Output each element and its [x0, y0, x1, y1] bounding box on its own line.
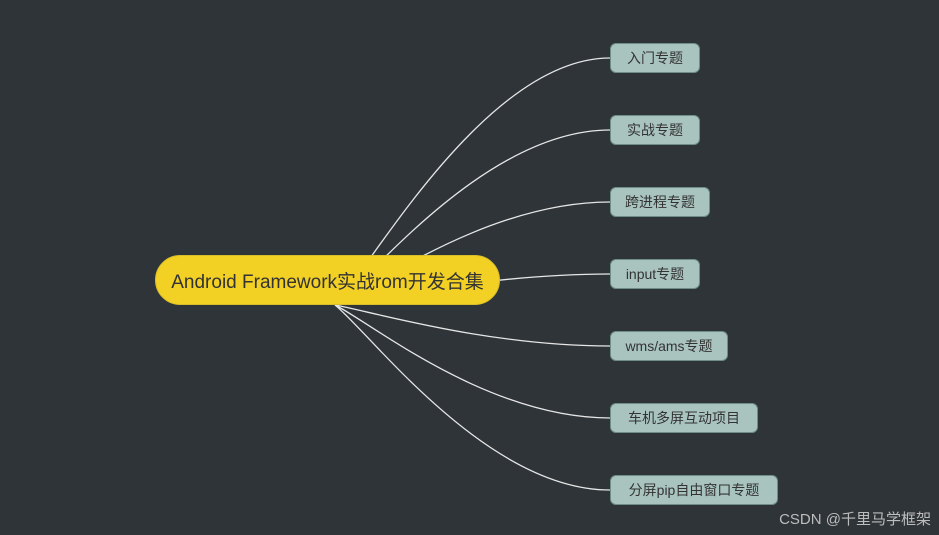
child-node-label: 分屏pip自由窗口专题 [629, 480, 760, 500]
child-node-label: 跨进程专题 [625, 192, 695, 212]
child-node[interactable]: 车机多屏互动项目 [610, 403, 758, 433]
root-node[interactable]: Android Framework实战rom开发合集 [155, 255, 500, 305]
child-node-label: input专题 [626, 264, 684, 284]
child-node[interactable]: 入门专题 [610, 43, 700, 73]
child-node-label: 车机多屏互动项目 [628, 408, 740, 428]
mindmap-canvas: Android Framework实战rom开发合集 入门专题实战专题跨进程专题 i… [0, 0, 939, 535]
child-node-label: 实战专题 [627, 120, 683, 140]
child-node-label: 入门专题 [627, 48, 683, 68]
child-node[interactable]: 实战专题 [610, 115, 700, 145]
child-node[interactable]: input专题 [610, 259, 700, 289]
child-node-label: wms/ams专题 [625, 336, 712, 356]
child-node[interactable]: 跨进程专题 [610, 187, 710, 217]
root-node-label: Android Framework实战rom开发合集 [171, 267, 484, 294]
connector-edge [335, 305, 610, 346]
connector-edge [335, 305, 610, 490]
child-node[interactable]: 分屏pip自由窗口专题 [610, 475, 778, 505]
connector-edge [335, 305, 610, 418]
watermark-text: CSDN @千里马学框架 [779, 508, 931, 529]
child-node[interactable]: wms/ams专题 [610, 331, 728, 361]
